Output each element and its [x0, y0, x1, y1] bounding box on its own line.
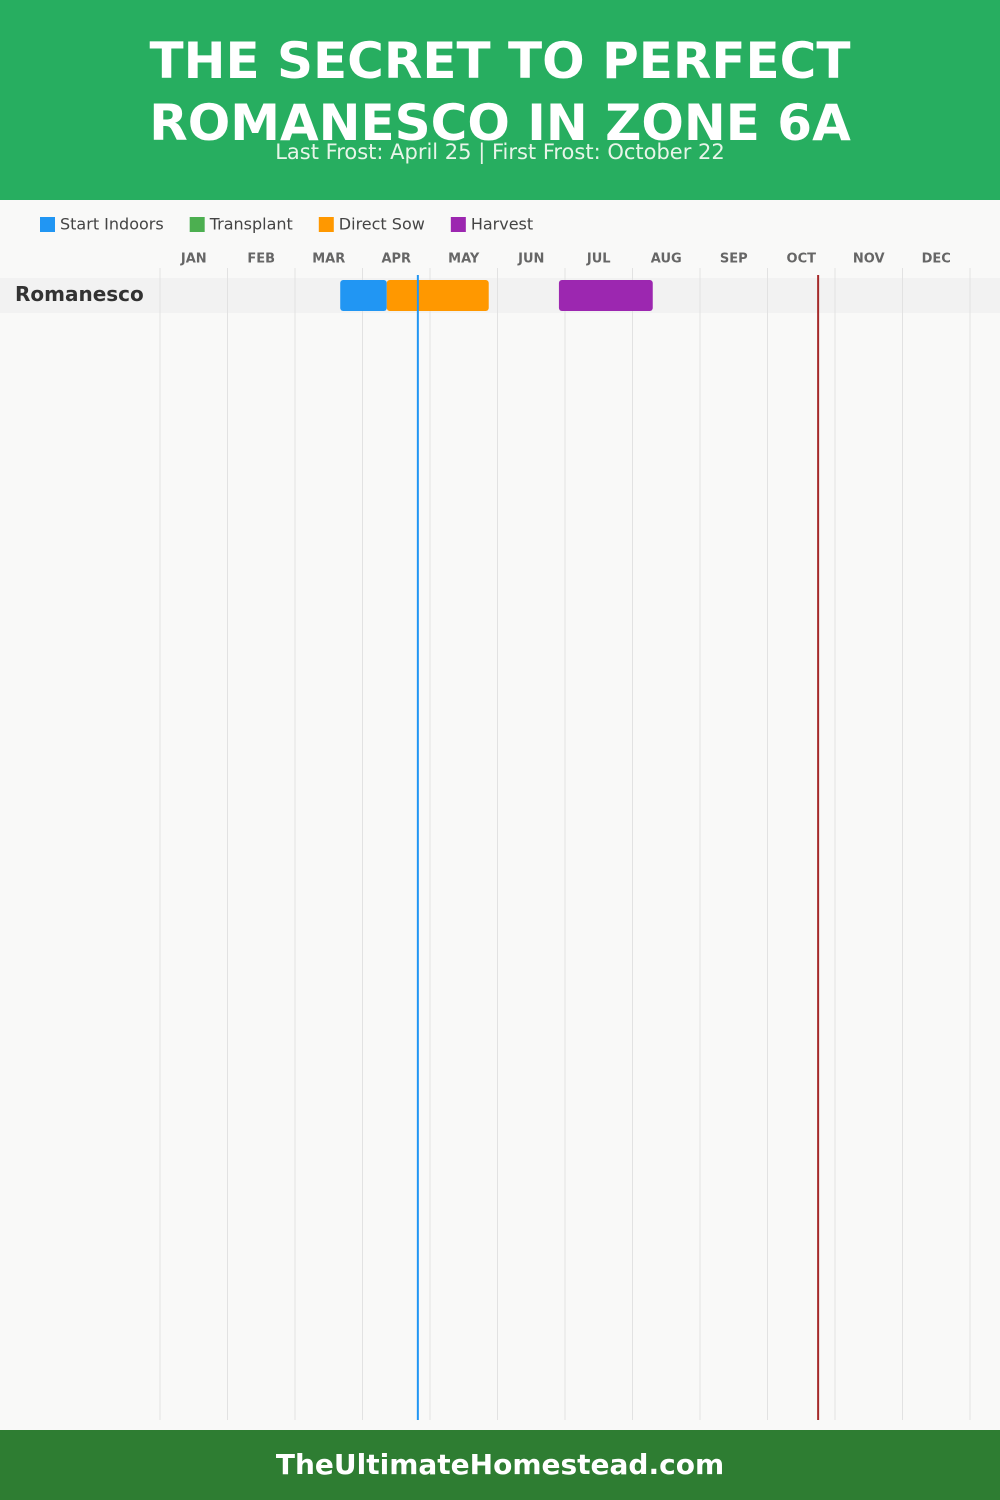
legend-swatch: [40, 217, 55, 232]
legend-swatch: [189, 217, 205, 232]
month-label: FEB: [247, 252, 275, 267]
legend-label: Start Indoors: [60, 215, 164, 234]
month-label: JUL: [586, 252, 611, 267]
legend-swatch: [318, 217, 334, 232]
bar: [340, 280, 387, 311]
header: THE SECRET TO PERFECT ROMANESCO IN ZONE …: [0, 0, 1000, 200]
month-label: AUG: [651, 252, 682, 267]
legend-label: Transplant: [209, 215, 293, 234]
row-label: Romanesco: [15, 282, 144, 306]
month-label: NOV: [853, 252, 885, 267]
month-label: JUN: [517, 252, 544, 267]
month-label: SEP: [720, 252, 748, 267]
month-label: MAR: [312, 252, 345, 267]
month-label: APR: [381, 252, 411, 267]
month-label: MAY: [448, 252, 480, 267]
legend-label: Direct Sow: [339, 215, 425, 234]
month-label: OCT: [787, 252, 817, 267]
legend-label: Harvest: [471, 215, 533, 234]
footer: TheUltimateHomestead.com: [0, 1430, 1000, 1500]
bar: [386, 280, 489, 311]
month-label: DEC: [922, 252, 951, 267]
chart-title: THE SECRET TO PERFECT ROMANESCO IN ZONE …: [149, 32, 851, 152]
month-label: JAN: [180, 252, 207, 267]
row-band: [0, 278, 1000, 313]
bar: [558, 280, 653, 311]
chart-subtitle: Last Frost: April 25 | First Frost: Octo…: [275, 140, 725, 164]
legend-swatch: [450, 217, 466, 232]
chart: JAN FEB MAR APR MAY JUN JUL AUG SEP OCT NOV DEC Roma…: [0, 215, 1000, 1420]
